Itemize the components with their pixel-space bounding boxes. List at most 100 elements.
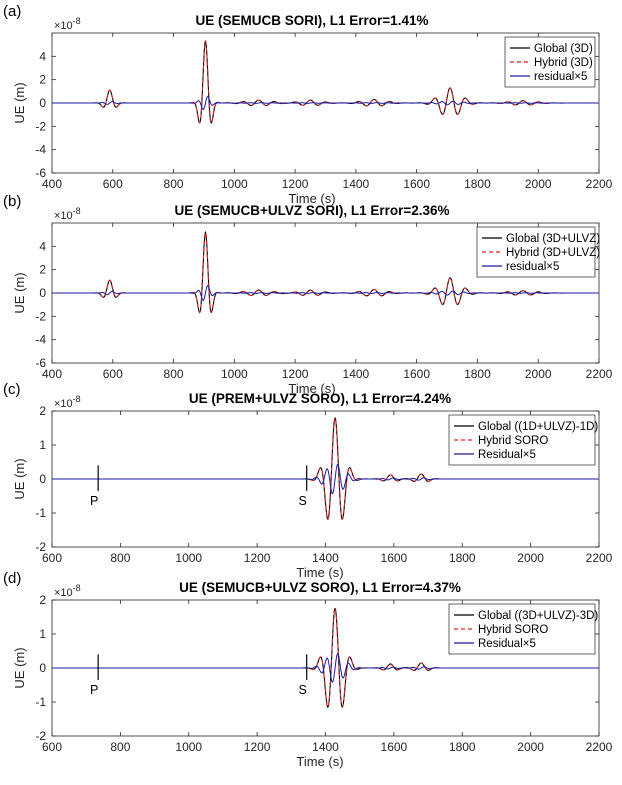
y-axis-label: UE (m) — [12, 82, 27, 123]
legend-entry: Global ((3D+ULVZ)-3D) — [478, 610, 598, 622]
x-tick-label: 1800 — [464, 367, 491, 381]
x-tick-label: 1600 — [381, 740, 408, 754]
y-axis-label: UE (m) — [12, 272, 27, 313]
x-tick-label: 1600 — [381, 551, 408, 565]
y-axis-label: UE (m) — [12, 458, 27, 499]
y-tick-label: -6 — [35, 356, 46, 370]
phase-label-P: P — [90, 494, 98, 508]
legend-box — [448, 414, 596, 466]
x-axis-label: Time (s) — [296, 565, 343, 580]
y-tick-label: -1 — [35, 695, 46, 709]
y-tick-label: 4 — [39, 239, 46, 253]
x-axis-label: Time (s) — [296, 754, 343, 769]
y-tick-label: -2 — [35, 309, 46, 323]
x-tick-label: 1200 — [282, 367, 309, 381]
panel-letter: (d) — [3, 570, 21, 587]
x-tick-label: 800 — [110, 740, 130, 754]
x-tick-label: 1400 — [343, 177, 370, 191]
y-tick-label: -4 — [35, 143, 46, 157]
x-tick-label: 1400 — [312, 740, 339, 754]
y-tick-label: -2 — [35, 540, 46, 554]
x-tick-label: 2000 — [517, 740, 544, 754]
series-residual-line — [52, 285, 599, 302]
x-axis-label: Time (s) — [288, 191, 335, 206]
panel-title: UE (PREM+ULVZ SORO), L1 Error=4.24% — [189, 391, 451, 406]
series-residual-line — [52, 95, 599, 111]
x-tick-label: 2200 — [586, 740, 613, 754]
phase-label-S: S — [299, 494, 307, 508]
x-tick-label: 800 — [110, 551, 130, 565]
legend-entry: Hybrid (3D+ULVZ) — [506, 247, 600, 259]
x-tick-label: 1800 — [449, 551, 476, 565]
x-tick-label: 2000 — [517, 551, 544, 565]
phase-label-S: S — [299, 683, 307, 697]
y-tick-label: 2 — [39, 73, 46, 87]
legend-entry: Hybrid SORO — [478, 624, 548, 636]
y-exponent-label: ×10-8 — [54, 206, 81, 222]
x-tick-label: 1600 — [403, 367, 430, 381]
legend-box — [448, 603, 596, 655]
x-tick-label: 1000 — [175, 740, 202, 754]
x-tick-label: 600 — [103, 367, 123, 381]
x-tick-label: 1000 — [221, 177, 248, 191]
panel-title: UE (SEMUCB+ULVZ SORO), L1 Error=4.37% — [179, 580, 461, 595]
panel-letter: (a) — [3, 3, 21, 20]
legend-entry: Global ((1D+ULVZ)-1D) — [478, 421, 598, 433]
legend-entry: residual×5 — [506, 261, 559, 273]
x-tick-label: 800 — [164, 177, 184, 191]
y-axis-label: UE (m) — [12, 647, 27, 688]
x-tick-label: 1400 — [312, 551, 339, 565]
y-tick-label: 2 — [39, 593, 46, 607]
y-tick-label: 0 — [39, 96, 46, 110]
panel-0: 400 600 800 1000 1200 1400 1600 1800 2000 2200 -6 -… — [3, 3, 613, 206]
legend-entry: Global (3D+ULVZ) — [506, 233, 600, 245]
x-tick-label: 800 — [164, 367, 184, 381]
panel-2: 600 800 1000 1200 1400 1600 1800 2000 2200 -2 -1 0 1… — [3, 381, 613, 580]
x-tick-label: 1000 — [221, 367, 248, 381]
legend-entry: Residual×5 — [478, 638, 536, 650]
x-axis-label: Time (s) — [288, 381, 335, 396]
y-tick-label: 2 — [39, 263, 46, 277]
x-tick-label: 1200 — [244, 551, 271, 565]
x-tick-label: 400 — [42, 367, 62, 381]
x-tick-label: 2200 — [586, 177, 613, 191]
legend-entry: Residual×5 — [478, 449, 536, 461]
legend-entry: Global (3D) — [534, 43, 593, 55]
y-tick-label: 1 — [39, 627, 46, 641]
x-tick-label: 2200 — [586, 367, 613, 381]
y-tick-label: -2 — [35, 119, 46, 133]
y-tick-label: -2 — [35, 729, 46, 743]
x-tick-label: 1400 — [343, 367, 370, 381]
panel-title: UE (SEMUCB SORI), L1 Error=1.41% — [196, 13, 429, 28]
panel-3: 600 800 1000 1200 1400 1600 1800 2000 2200 -2 -1 0 1… — [3, 570, 613, 769]
y-tick-label: 1 — [39, 438, 46, 452]
y-tick-label: 4 — [39, 49, 46, 63]
y-exponent-label: ×10-8 — [54, 394, 81, 410]
x-tick-label: 600 — [42, 551, 62, 565]
legend-entry: residual×5 — [534, 71, 587, 83]
x-tick-label: 400 — [42, 177, 62, 191]
x-tick-label: 1600 — [403, 177, 430, 191]
x-tick-label: 1800 — [449, 740, 476, 754]
x-tick-label: 600 — [42, 740, 62, 754]
phase-label-P: P — [90, 683, 98, 697]
y-exponent-label: ×10-8 — [54, 16, 81, 32]
panel-letter: (b) — [3, 193, 21, 210]
y-exponent-label: ×10-8 — [54, 583, 81, 599]
y-tick-label: -1 — [35, 506, 46, 520]
panel-1: 400 600 800 1000 1200 1400 1600 1800 2000 2200 -6 -… — [3, 193, 613, 396]
x-tick-label: 2000 — [525, 177, 552, 191]
x-tick-label: 600 — [103, 177, 123, 191]
x-tick-label: 1000 — [175, 551, 202, 565]
x-tick-label: 1200 — [282, 177, 309, 191]
panel-title: UE (SEMUCB+ULVZ SORI), L1 Error=2.36% — [174, 203, 449, 218]
y-tick-label: 2 — [39, 404, 46, 418]
x-tick-label: 1800 — [464, 177, 491, 191]
legend-entry: Hybrid (3D) — [534, 57, 593, 69]
y-tick-label: -4 — [35, 333, 46, 347]
y-tick-label: -6 — [35, 166, 46, 180]
x-tick-label: 2200 — [586, 551, 613, 565]
series-residual-line — [52, 463, 599, 495]
y-tick-label: 0 — [39, 472, 46, 486]
